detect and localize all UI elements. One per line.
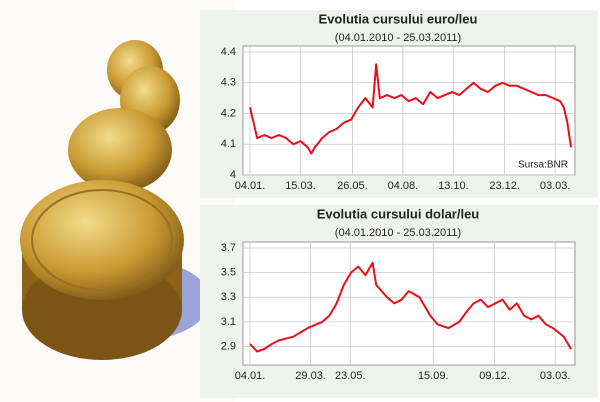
x-tick-label: 04.01. [235, 180, 266, 192]
y-tick-label: 4.3 [221, 77, 236, 89]
x-tick-label: 26.05. [337, 180, 368, 192]
x-tick-label: 23.05. [335, 370, 366, 382]
x-tick-label: 15.03. [285, 180, 316, 192]
plot-area [242, 45, 576, 176]
x-tick-label: 09.12. [479, 370, 510, 382]
x-tick-label: 29.03. [295, 370, 326, 382]
y-tick-label: 2.9 [221, 340, 236, 352]
y-tick-label: 4.2 [221, 107, 236, 119]
x-tick-label: 13.10. [438, 180, 469, 192]
chart-subtitle: (04.01.2010 - 25.03.2011) [335, 32, 461, 44]
x-tick-label: 23.12. [489, 180, 520, 192]
source-note: Sursa:BNR [518, 160, 568, 171]
x-tick-label: 03.03. [540, 180, 571, 192]
data-line [249, 63, 572, 155]
y-tick-label: 4.1 [221, 138, 236, 150]
y-tick-label: 3.5 [221, 267, 236, 279]
plot-area [242, 241, 576, 366]
x-tick-label: 04.08. [388, 180, 419, 192]
y-tick-label: 3.7 [221, 242, 236, 254]
chart-title: Evolutia cursului euro/leu [319, 11, 478, 26]
y-tick-label: 3.3 [221, 291, 236, 303]
chart-title: Evolutia cursului dolar/leu [317, 206, 480, 221]
y-tick-label: 4 [230, 169, 236, 181]
chart-subtitle: (04.01.2010 - 25.03.2011) [335, 227, 461, 239]
y-tick-label: 4.4 [221, 46, 236, 58]
data-line [249, 261, 572, 353]
y-tick-label: 3.1 [221, 316, 236, 328]
x-tick-label: 04.01. [235, 370, 266, 382]
x-tick-label: 03.03. [540, 370, 571, 382]
x-tick-label: 15.09. [418, 370, 449, 382]
coins-photo [0, 0, 235, 402]
